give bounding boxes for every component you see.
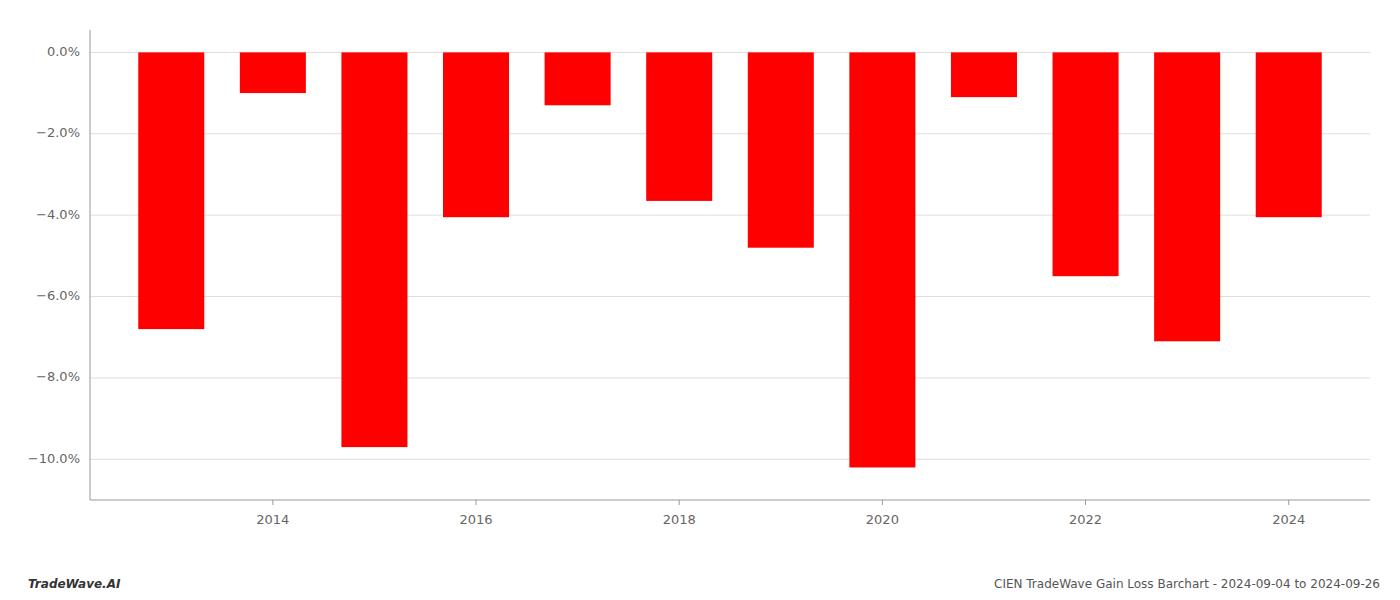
x-tick-label: 2022 bbox=[1069, 512, 1102, 527]
x-tick-label: 2020 bbox=[866, 512, 899, 527]
x-tick-label: 2018 bbox=[663, 512, 696, 527]
bar bbox=[748, 52, 814, 247]
bar bbox=[849, 52, 915, 467]
grid-line bbox=[90, 377, 1370, 378]
x-tick bbox=[882, 500, 883, 505]
x-tick bbox=[679, 500, 680, 505]
bar bbox=[951, 52, 1017, 97]
footer: TradeWave.AI CIEN TradeWave Gain Loss Bar… bbox=[28, 577, 1380, 591]
y-tick-label: −10.0% bbox=[28, 451, 80, 466]
y-tick-label: −4.0% bbox=[36, 207, 80, 222]
x-tick bbox=[1288, 500, 1289, 505]
x-tick-label: 2014 bbox=[256, 512, 289, 527]
bar bbox=[341, 52, 407, 447]
bar bbox=[1053, 52, 1119, 276]
bar bbox=[646, 52, 712, 201]
y-tick-labels: 0.0% −2.0% −4.0% −6.0% −8.0% −10.0% bbox=[28, 44, 80, 466]
y-tick-label: −2.0% bbox=[36, 125, 80, 140]
bar bbox=[1256, 52, 1322, 217]
bar bbox=[240, 52, 306, 93]
bar bbox=[443, 52, 509, 217]
x-tick bbox=[476, 500, 477, 505]
x-tick bbox=[272, 500, 273, 505]
x-tick-label: 2024 bbox=[1272, 512, 1305, 527]
x-tick-labels: 2014 2016 2018 2020 2022 2024 bbox=[256, 500, 1305, 527]
x-tick-label: 2016 bbox=[459, 512, 492, 527]
x-tick bbox=[1085, 500, 1086, 505]
x-axis-line bbox=[90, 500, 1370, 501]
grid bbox=[90, 52, 1370, 459]
y-tick-label: −8.0% bbox=[36, 369, 80, 384]
footer-left: TradeWave.AI bbox=[28, 577, 121, 591]
footer-right: CIEN TradeWave Gain Loss Barchart - 2024… bbox=[994, 577, 1380, 591]
grid-line bbox=[90, 459, 1370, 460]
bar bbox=[545, 52, 611, 105]
y-tick-label: −6.0% bbox=[36, 288, 80, 303]
chart: 0.0%−2.0%−4.0%−6.0%−8.0%−10.0%2014201620… bbox=[0, 0, 1400, 600]
y-tick-label: 0.0% bbox=[47, 44, 80, 59]
bars bbox=[138, 52, 1321, 467]
y-axis-line bbox=[90, 30, 91, 500]
bar bbox=[1154, 52, 1220, 341]
bar bbox=[138, 52, 204, 329]
